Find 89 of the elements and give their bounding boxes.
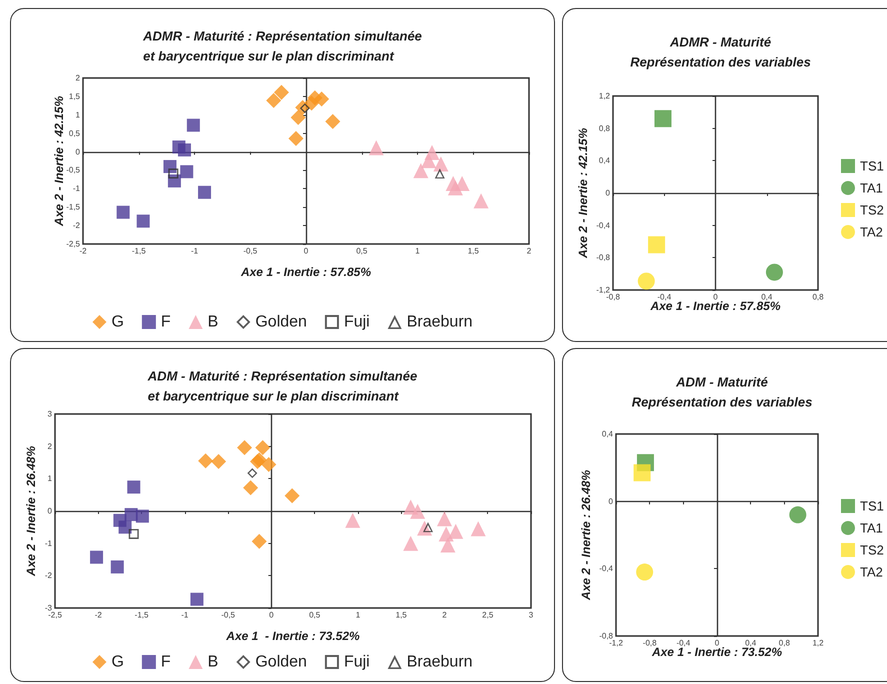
x-tick-label: -0,8 bbox=[642, 638, 658, 648]
y-tick-label: 1,5 bbox=[68, 92, 81, 101]
x-tick-label: -0,5 bbox=[243, 246, 258, 256]
y-tick-label: 1,2 bbox=[598, 92, 611, 100]
y-tick-label: -0,4 bbox=[596, 220, 611, 230]
y-tick-label: -1,5 bbox=[66, 202, 81, 212]
legend-label: F bbox=[160, 654, 171, 670]
x-tick-label: 0,5 bbox=[309, 610, 321, 620]
y-axis-title: Axe 2 - Inertie : 42.15% bbox=[52, 96, 66, 228]
y-tick-label: 0 bbox=[48, 506, 53, 516]
x-tick-label: -1,5 bbox=[134, 610, 149, 620]
y-tick-label: 1 bbox=[48, 474, 53, 484]
y-tick-label: -2,5 bbox=[66, 240, 81, 248]
y-tick-label: -2 bbox=[72, 221, 81, 230]
y-axis-title: Axe 2 - Inertie : 26.48% bbox=[579, 470, 593, 602]
x-axis-title: Axe 1 - Inertie : 57.85% bbox=[240, 265, 372, 279]
chart-title: ADM - Maturité Représentation des variables bbox=[632, 374, 812, 410]
y-tick-label: -1 bbox=[72, 184, 81, 194]
x-tick-label: 0 bbox=[304, 246, 309, 256]
x-tick-label: 0,5 bbox=[356, 246, 368, 256]
y-tick-label: -0,8 bbox=[599, 632, 614, 640]
x-tick-label: 0 bbox=[714, 638, 720, 648]
y-tick-label: -1,2 bbox=[596, 286, 611, 294]
x-axis-title: Axe 1 - Inertie : 73.52% bbox=[650, 645, 782, 659]
x-tick-label: -2 bbox=[94, 610, 102, 620]
x-tick-label: 0,4 bbox=[761, 292, 773, 302]
y-tick-label: 0,4 bbox=[598, 156, 611, 166]
y-tick-label: -0,4 bbox=[599, 564, 614, 574]
x-tick-label: 0 bbox=[713, 292, 718, 302]
y-tick-label: 2 bbox=[76, 74, 81, 82]
x-tick-label: -1 bbox=[190, 246, 199, 256]
legend-label: G bbox=[111, 314, 124, 330]
legend-label: G bbox=[111, 654, 124, 670]
x-tick-label: -1,5 bbox=[132, 246, 146, 256]
chart-title: ADMR - Maturité : Représentation simultanée et barycentrique sur le plan discriminant bbox=[142, 28, 422, 64]
y-tick-label: 2 bbox=[48, 442, 53, 451]
legend-label: Golden bbox=[255, 314, 307, 330]
y-tick-label: 0 bbox=[608, 496, 614, 506]
x-tick-label: 2 bbox=[442, 610, 448, 620]
x-tick-label: 2,5 bbox=[482, 610, 494, 620]
chart-title: ADMR - Maturité Représentation des variables bbox=[630, 34, 811, 70]
x-tick-label: 3 bbox=[528, 610, 534, 620]
x-tick-label: 0 bbox=[269, 610, 274, 620]
x-axis-title: Axe 1 - Inertie : 73.52% bbox=[225, 629, 360, 643]
y-tick-label: 3 bbox=[48, 410, 53, 418]
y-tick-label: -0,8 bbox=[596, 253, 611, 262]
legend-label: Braeburn bbox=[406, 654, 473, 670]
y-tick-label: 0 bbox=[606, 188, 611, 198]
x-tick-label: 0,4 bbox=[745, 638, 757, 648]
x-axis-title: Axe 1 - Inertie : 57.85% bbox=[649, 299, 781, 313]
x-tick-label: -0,5 bbox=[221, 610, 236, 620]
y-tick-label: -1 bbox=[44, 538, 53, 548]
y-tick-label: 0,4 bbox=[602, 430, 614, 438]
legend-label: TS2 bbox=[860, 202, 884, 218]
legend-label: TS1 bbox=[860, 498, 884, 514]
legend-label: TA2 bbox=[860, 564, 883, 580]
x-tick-label: 2 bbox=[526, 246, 532, 256]
x-tick-label: 0,8 bbox=[812, 292, 824, 302]
x-tick-label: 1 bbox=[356, 610, 361, 620]
chart-title: ADM - Maturité : Représentation simultanée et barycentrique sur le plan discriminant bbox=[146, 368, 418, 404]
legend-label: Fuji bbox=[344, 654, 370, 670]
y-tick-label: 0,5 bbox=[68, 128, 81, 138]
y-tick-label: 0 bbox=[76, 147, 81, 156]
legend-label: TA1 bbox=[860, 520, 883, 536]
y-tick-label: -3 bbox=[44, 604, 53, 612]
x-tick-label: -0,4 bbox=[676, 638, 691, 648]
x-tick-label: -0,4 bbox=[657, 292, 672, 302]
y-axis-title: Axe 2 - Inertie : 42.15% bbox=[576, 128, 590, 260]
legend-label: Golden bbox=[255, 654, 307, 670]
y-axis-title: Axe 2 - Inertie : 26.48% bbox=[24, 446, 38, 578]
y-tick-label: -2 bbox=[44, 571, 53, 580]
legend-label: TA1 bbox=[860, 180, 883, 196]
x-tick-label: 0,8 bbox=[778, 638, 790, 648]
x-tick-label: 1,5 bbox=[468, 246, 480, 256]
legend-label: F bbox=[160, 314, 171, 330]
x-tick-label: 1 bbox=[415, 246, 420, 256]
legend-label: Braeburn bbox=[406, 314, 473, 330]
legend-label: TS1 bbox=[860, 158, 884, 174]
y-tick-label: 1 bbox=[76, 110, 81, 120]
legend-label: TA2 bbox=[860, 224, 883, 240]
legend-label: B bbox=[208, 314, 218, 330]
legend-label: Fuji bbox=[344, 314, 370, 330]
y-tick-label: -0,5 bbox=[66, 166, 81, 175]
x-tick-label: -1 bbox=[181, 610, 189, 620]
x-tick-label: 1,2 bbox=[812, 638, 824, 648]
y-tick-label: 0,8 bbox=[598, 124, 611, 133]
x-tick-label: 1,5 bbox=[396, 610, 408, 620]
legend-label: TS2 bbox=[860, 542, 884, 558]
legend-label: B bbox=[208, 654, 218, 670]
